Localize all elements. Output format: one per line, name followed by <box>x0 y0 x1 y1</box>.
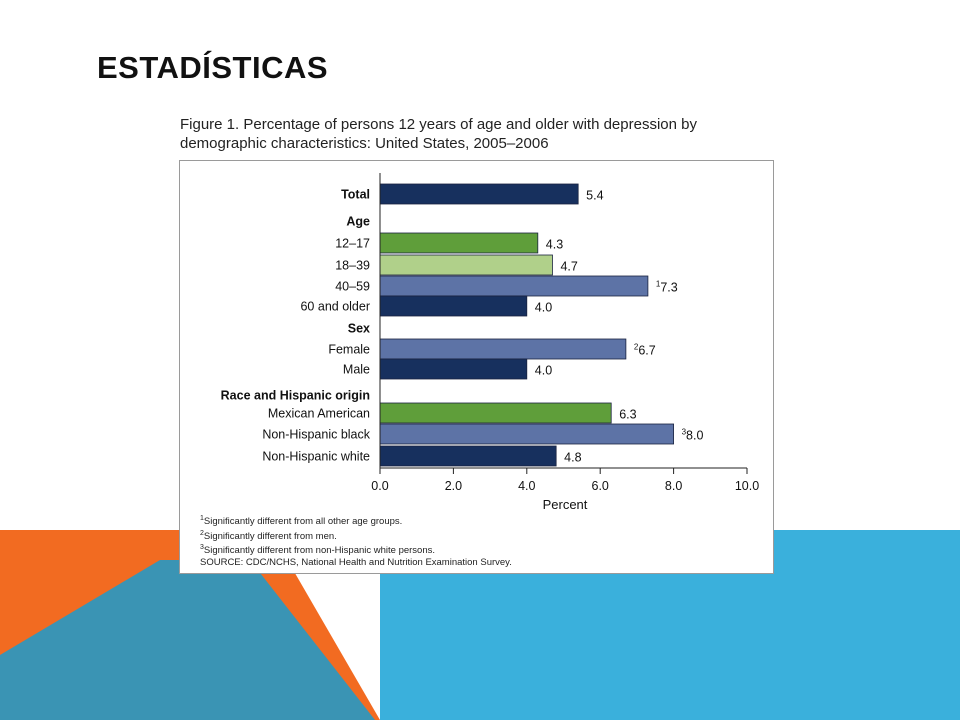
category-label: Age <box>346 215 370 229</box>
figure-title-line-1: Figure 1. Percentage of persons 12 years… <box>180 116 697 133</box>
value-label: 6.3 <box>619 408 636 422</box>
figure-title: Figure 1. Percentage of persons 12 years… <box>180 115 780 153</box>
value-label: 4.7 <box>560 260 577 274</box>
category-label: Non-Hispanic black <box>262 428 370 442</box>
value-label: 4.0 <box>535 301 552 315</box>
category-label: 40–59 <box>335 280 370 294</box>
bar <box>379 183 579 205</box>
footnotes: 1Significantly different from all other … <box>200 513 512 568</box>
value-label: 5.4 <box>586 189 603 203</box>
x-tick-label: 2.0 <box>445 479 462 493</box>
category-label: Total <box>341 188 370 202</box>
bar <box>379 295 528 317</box>
category-label: Non-Hispanic white <box>262 450 370 464</box>
footnote-2: 2Significantly different from men. <box>200 529 337 542</box>
footnote-1: 1Significantly different from all other … <box>200 515 403 528</box>
bar <box>379 254 553 276</box>
x-tick-label: 4.0 <box>518 479 535 493</box>
bar <box>379 275 649 297</box>
figure-title-line-2: demographic characteristics: United Stat… <box>180 135 549 152</box>
bar <box>379 445 557 467</box>
value-number: 6.7 <box>638 344 655 358</box>
value-label: 38.0 <box>682 428 704 443</box>
value-number: 8.0 <box>686 429 703 443</box>
bar <box>379 232 539 254</box>
x-tick-label: 0.0 <box>371 479 388 493</box>
category-label: 60 and older <box>300 300 370 314</box>
value-label: 4.3 <box>546 238 563 252</box>
x-axis-label: Percent <box>543 497 588 512</box>
x-tick-label: 6.0 <box>592 479 609 493</box>
teal-wedge <box>0 560 375 720</box>
x-tick-label: 10.0 <box>735 479 759 493</box>
slide-title: ESTADÍSTICAS <box>97 50 329 85</box>
value-label: 26.7 <box>634 343 656 358</box>
bar <box>379 402 612 424</box>
bar <box>379 358 528 380</box>
footnote-3: 3Significantly different from non-Hispan… <box>200 544 436 557</box>
category-label: Male <box>343 363 370 377</box>
source-note: SOURCE: CDC/NCHS, National Health and Nu… <box>200 556 512 568</box>
category-label: Race and Hispanic origin <box>221 389 370 403</box>
value-footnote-mark: 2 <box>634 343 639 352</box>
value-label: 4.8 <box>564 451 581 465</box>
category-label: Mexican American <box>268 407 370 421</box>
value-footnote-mark: 3 <box>682 428 687 437</box>
bar <box>379 423 675 445</box>
category-label: Sex <box>348 322 370 336</box>
category-label: Female <box>328 343 370 357</box>
category-label: 18–39 <box>335 259 370 273</box>
chart-panel: Total 5.4 Age 12–17 4.3 18–39 4.7 40–59 17.3 60 a… <box>179 160 774 574</box>
category-label: 12–17 <box>335 237 370 251</box>
bar-chart: Total 5.4 Age 12–17 4.3 18–39 4.7 40–59 17.3 60 a… <box>221 173 759 512</box>
x-tick-label: 8.0 <box>665 479 682 493</box>
value-number: 7.3 <box>660 281 677 295</box>
value-label: 17.3 <box>656 280 678 295</box>
value-footnote-mark: 1 <box>656 280 661 289</box>
bar <box>379 338 627 360</box>
value-label: 4.0 <box>535 364 552 378</box>
blue-band <box>380 530 960 720</box>
